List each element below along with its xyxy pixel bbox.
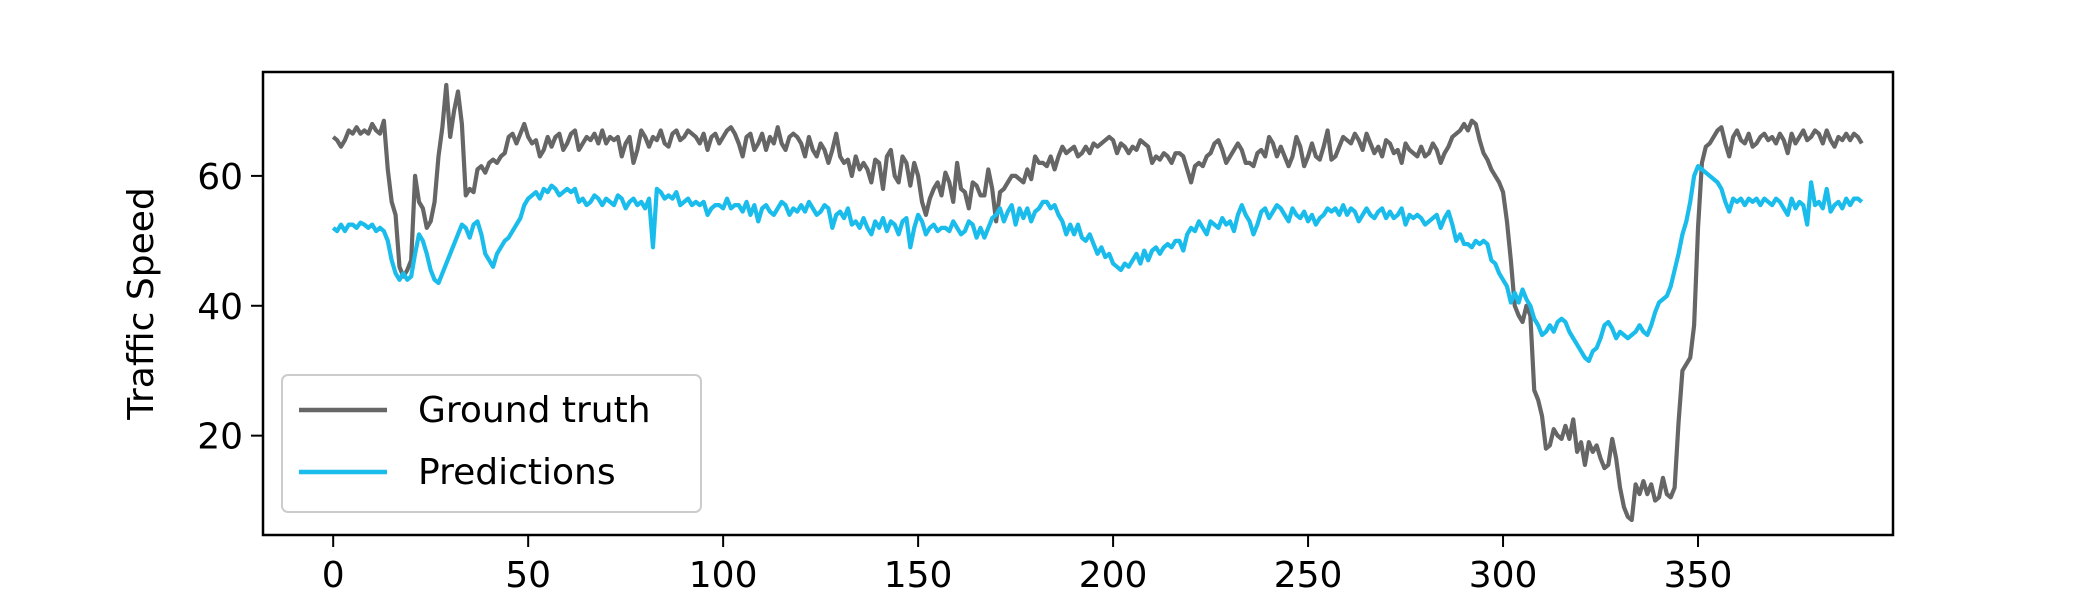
plot-area — [331, 82, 1864, 523]
x-tick-label: 150 — [884, 555, 953, 596]
x-tick-label: 100 — [689, 555, 758, 596]
series-layer — [331, 82, 1864, 523]
y-tick-label: 20 — [197, 417, 243, 458]
x-tick-label: 300 — [1469, 555, 1538, 596]
x-axis: 0 50 100 150 200 250 300 350 — [322, 535, 1733, 596]
x-tick-label: 350 — [1664, 555, 1733, 596]
x-tick-label: 250 — [1274, 555, 1343, 596]
x-tick-label: 50 — [505, 555, 551, 596]
y-axis-label: Traffic Speed — [121, 187, 162, 420]
legend: Ground truth Predictions — [281, 374, 702, 513]
y-axis: 20 40 60 — [197, 157, 263, 458]
legend-label-ground-truth: Ground truth — [418, 390, 651, 431]
series-line-predictions — [331, 164, 1864, 364]
plot-frame — [261, 70, 1895, 537]
legend-label-predictions: Predictions — [418, 452, 616, 493]
series-line-ground-truth — [331, 82, 1864, 523]
y-tick-label: 60 — [197, 157, 243, 198]
y-tick-label: 40 — [197, 287, 243, 328]
x-tick-label: 200 — [1079, 555, 1148, 596]
x-tick-label: 0 — [322, 555, 345, 596]
